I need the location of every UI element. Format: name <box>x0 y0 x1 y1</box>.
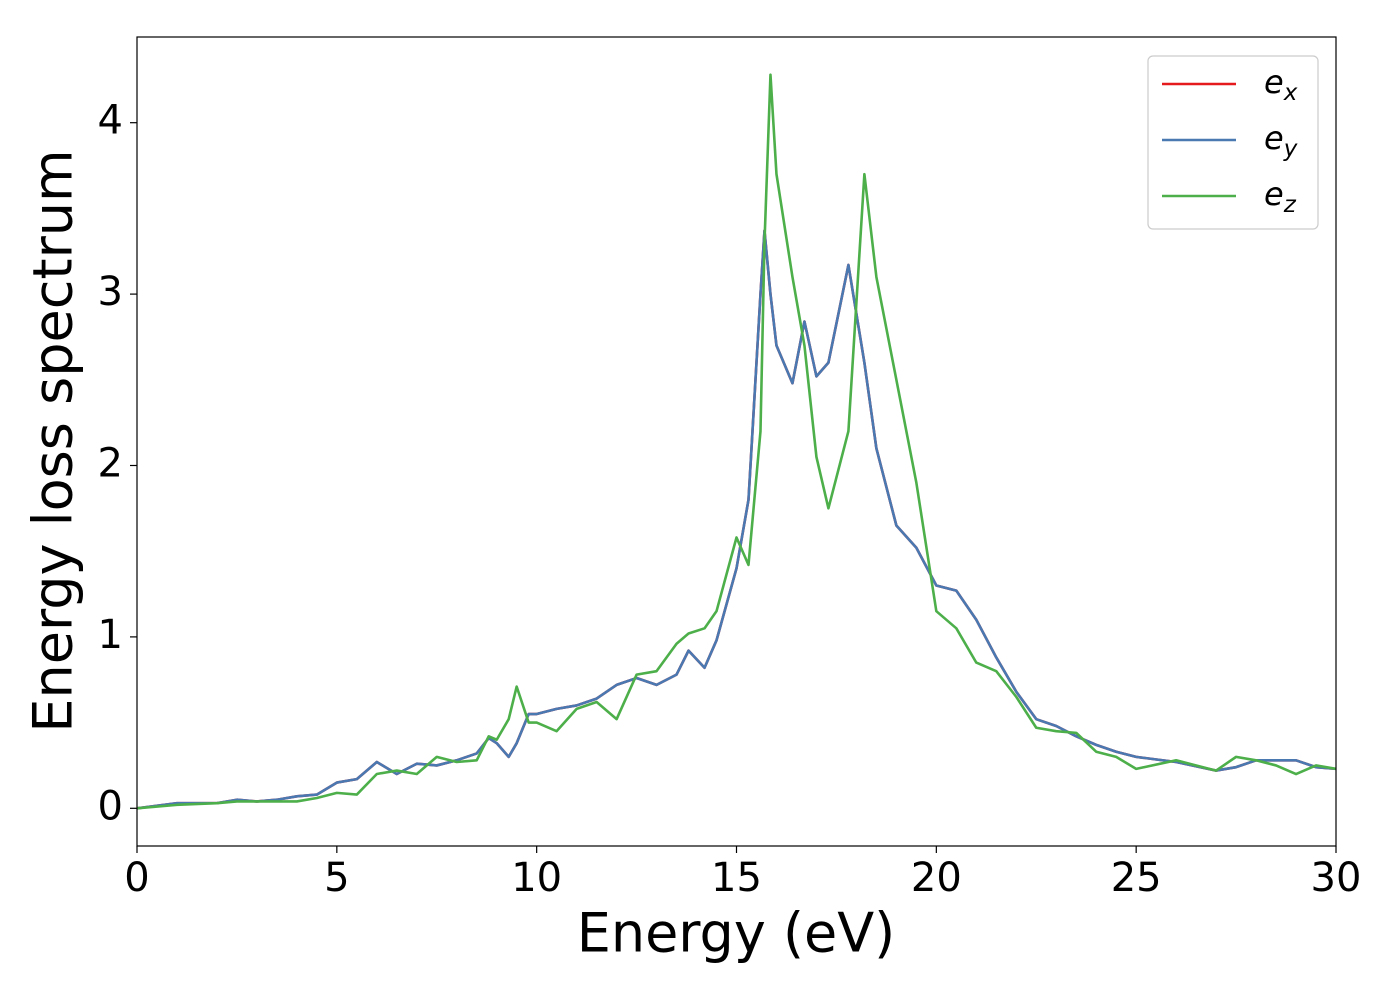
y-tick-label: 4 <box>98 98 123 144</box>
x-tick-label: 0 <box>124 855 149 901</box>
legend-label: ez <box>1264 175 1297 218</box>
legend-base: e <box>1264 175 1284 213</box>
y-tick-label: 0 <box>98 783 123 829</box>
legend-sub: z <box>1283 192 1297 218</box>
x-tick-label: 10 <box>511 855 562 901</box>
legend-label: ey <box>1264 119 1298 162</box>
x-tick-label: 15 <box>711 855 762 901</box>
legend-box <box>1147 55 1319 230</box>
y-tick-label: 1 <box>98 612 123 658</box>
x-tick-label: 30 <box>1311 855 1362 901</box>
x-tick-label: 25 <box>1111 855 1162 901</box>
x-axis-label: Energy (eV) <box>577 902 896 965</box>
x-tick-label: 20 <box>911 855 962 901</box>
y-tick-label: 3 <box>98 269 123 315</box>
plot-frame <box>136 36 1337 847</box>
legend-sub: y <box>1283 136 1298 162</box>
y-tick-label: 2 <box>98 440 123 486</box>
legend-base: e <box>1264 119 1284 157</box>
y-axis-label: Energy loss spectrum <box>22 149 85 732</box>
legend-sub: x <box>1283 80 1298 106</box>
legend-label: ex <box>1264 63 1298 106</box>
series-line <box>137 73 1336 810</box>
x-tick-label: 5 <box>324 855 349 901</box>
legend-base: e <box>1264 63 1284 101</box>
